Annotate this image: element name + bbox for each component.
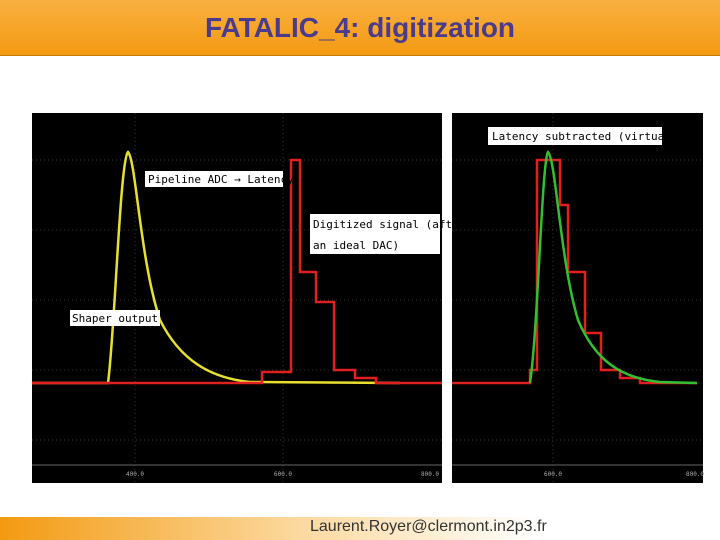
label: an ideal DAC) bbox=[313, 239, 399, 252]
tick-label: 800.0 bbox=[686, 471, 704, 478]
slide-title: FATALIC_4: digitization bbox=[204, 12, 516, 43]
tick-label: 800.0 bbox=[421, 471, 439, 478]
label: Pipeline ADC → Latency bbox=[148, 173, 294, 186]
grid bbox=[32, 113, 703, 483]
tick-label: 600.0 bbox=[544, 471, 562, 478]
tick-label: 600.0 bbox=[274, 471, 292, 478]
scope-left bbox=[32, 113, 442, 483]
digitized-curve bbox=[32, 158, 442, 385]
label-box bbox=[145, 171, 283, 187]
label: Shaper output signal bbox=[72, 312, 204, 325]
label-box bbox=[70, 310, 160, 326]
header-band bbox=[0, 0, 720, 56]
digitized-curve bbox=[452, 158, 697, 385]
aligned-curve bbox=[528, 150, 698, 385]
footer-email: Laurent.Royer@clermont.in2p3.fr bbox=[310, 518, 547, 535]
footer-band bbox=[0, 517, 720, 540]
label-box bbox=[310, 214, 440, 254]
scope-right bbox=[452, 113, 703, 483]
label: Digitized signal (after bbox=[313, 218, 466, 231]
shaper-curve bbox=[32, 150, 401, 385]
tick-label: 400.0 bbox=[126, 471, 144, 478]
label-box bbox=[488, 127, 662, 145]
label: Latency subtracted (virtually) bbox=[492, 130, 691, 143]
